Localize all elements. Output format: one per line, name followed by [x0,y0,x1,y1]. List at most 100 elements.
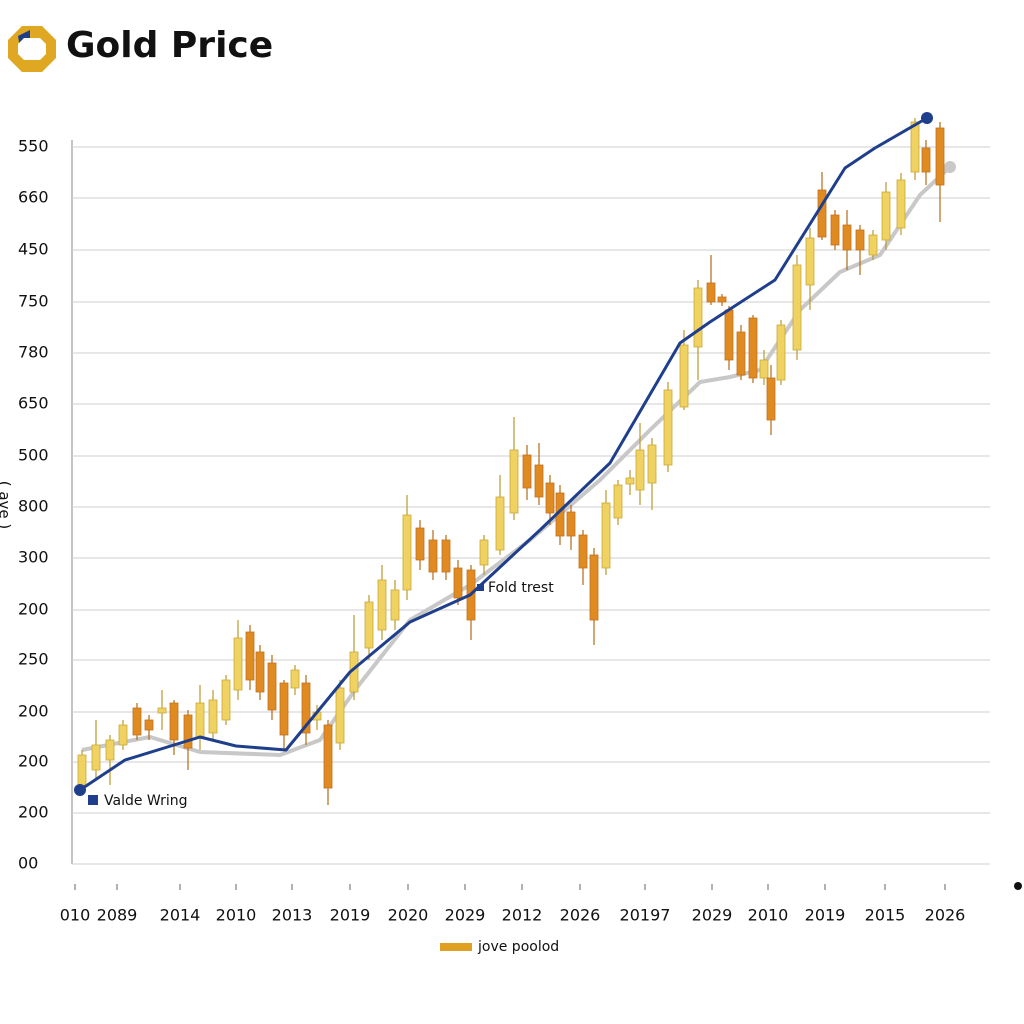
line-end-dot [74,784,86,796]
candle-body [415,527,425,561]
candle-body [842,224,852,251]
y-tick-label: 750 [18,292,49,311]
candle-body [776,324,786,381]
y-tick-label: 200 [18,600,49,619]
y-tick-label: 660 [18,188,49,207]
annotation-marker [477,584,484,591]
candle-body [724,309,734,361]
candle-body [169,702,179,741]
candle-body [91,744,101,771]
x-tick-label: 010 [60,906,91,925]
x-tick-label: 2089 [97,906,138,925]
candle-body [868,234,878,256]
x-tick-label: 2010 [216,906,257,925]
line [81,165,952,757]
legend-label: Valde Wring [104,793,188,809]
candle-body [935,127,945,186]
x-tick-label: 2029 [445,906,486,925]
candle-body [279,682,289,736]
candle-body [693,287,703,348]
candle-body [522,454,532,489]
candle-body [377,579,387,631]
y-axis-label: ( ave ) [0,481,14,530]
candle-body [267,662,277,711]
candle-body [647,444,657,484]
candle-body [509,449,519,514]
x-tick-label: 2019 [330,906,371,925]
y-tick-label: 00 [18,854,38,873]
legend-label: jove poolod [477,939,559,955]
y-tick-label: 200 [18,803,49,822]
candle-body [245,631,255,681]
logo [8,26,56,72]
y-tick-label: 550 [18,137,49,156]
line [79,116,928,792]
candle-body [805,237,815,286]
chart-title: Gold Price [66,25,273,66]
y-tick-label: 250 [18,650,49,669]
candle-body [453,567,463,599]
x-tick-label: 2010 [748,906,789,925]
candle-body [132,707,142,736]
candle-body [855,229,865,251]
candle-body [323,724,333,789]
line-end-dot [944,161,956,173]
x-tick-label: 2012 [502,906,543,925]
line-end-dot [921,112,933,124]
candle-body [748,317,758,379]
candle-body [736,331,746,376]
candle-body [921,147,931,173]
x-tick-label: 2026 [925,906,966,925]
candle-body [183,714,193,749]
legend-swatch [88,795,98,805]
x-tick-label: 2029 [692,906,733,925]
candle-body [77,754,87,786]
candle-body [290,669,300,689]
candle-body [479,539,489,566]
y-tick-label: 500 [18,446,49,465]
y-tick-label: 450 [18,240,49,259]
candle-body [625,477,635,485]
candle-body [613,484,623,519]
candle-body [118,724,128,746]
candle-body [301,682,311,734]
candle-body [233,637,243,691]
candle-body [759,359,769,379]
candle-body [105,739,115,761]
candle-body [706,282,716,303]
candle-body [402,514,412,591]
y-tick-label: 200 [18,702,49,721]
candle-body [635,449,645,491]
candle-body [663,389,673,466]
candle-body [364,601,374,649]
candle-body [881,191,891,241]
candle-body [428,539,438,573]
x-tick-label: 2014 [160,906,201,925]
candle-body [545,482,555,514]
y-tick-label: 800 [18,497,49,516]
candle-body [910,121,920,173]
candle-body [589,554,599,621]
candle-body [390,589,400,621]
candle-body [335,687,345,744]
legend-swatch [440,943,472,951]
x-tick-label: 2019 [805,906,846,925]
x-tick-label: 2020 [388,906,429,925]
candle-body [144,719,154,731]
x-tick-label: 20197 [620,906,671,925]
y-tick-label: 200 [18,752,49,771]
candle-body [830,214,840,246]
candle-body [255,651,265,693]
x-tick-label: 2013 [272,906,313,925]
x-tick-label: 2015 [865,906,906,925]
candle-body [534,464,544,498]
candle-body [195,702,205,739]
candle-body [441,539,451,573]
y-tick-label: 780 [18,343,49,362]
y-tick-label: 650 [18,394,49,413]
candle-body [208,699,218,734]
candle-body [221,679,231,721]
candle-body [578,534,588,569]
candle-body [601,502,611,569]
